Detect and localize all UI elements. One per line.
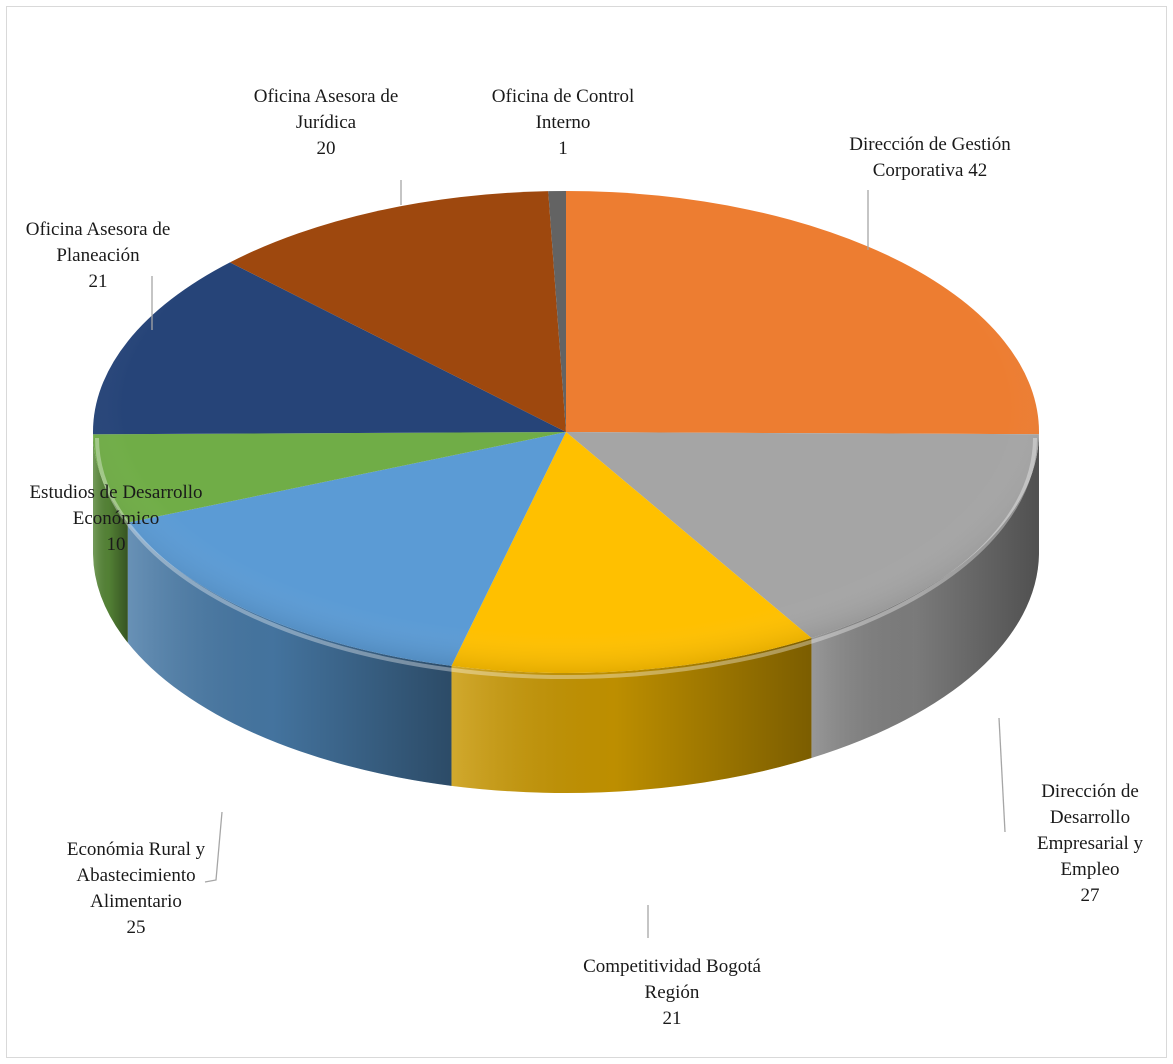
leader-line-rural	[204, 811, 223, 883]
data-label-rural: Económia Rural y Abastecimiento Alimentari…	[67, 839, 206, 938]
pie-side-shade-empresarial	[811, 434, 1039, 759]
data-label-line: Corporativa 42	[873, 160, 988, 181]
data-label-line: Empresarial y	[1037, 833, 1144, 854]
pie-side-shade-competitividad	[451, 638, 812, 793]
pie-gloss	[93, 191, 1039, 673]
data-label-line: Competitividad Bogotá	[583, 956, 761, 977]
data-label-line: Estudios de Desarrollo	[29, 482, 202, 503]
data-label-juridica: Oficina Asesora de Jurídica 20	[254, 86, 399, 159]
data-label-line: 10	[107, 534, 126, 555]
data-label-line: Oficina Asesora de	[254, 86, 399, 107]
data-label-line: Oficina Asesora de	[26, 219, 171, 240]
pie-side-shade-rural	[127, 522, 452, 786]
data-label-line: Empleo	[1060, 859, 1119, 880]
data-label-line: Planeación	[56, 245, 140, 266]
data-label-competitividad: Competitividad Bogotá Región 21	[583, 956, 761, 1029]
data-label-line: Económia Rural y	[67, 839, 206, 860]
data-label-control: Oficina de Control Interno 1	[492, 86, 634, 159]
data-label-line: Económico	[73, 508, 160, 529]
data-label-planeacion: Oficina Asesora de Planeación 21	[26, 219, 171, 292]
data-label-line: Región	[645, 982, 700, 1003]
pie-rim-highlight	[95, 437, 1037, 679]
data-label-line: 1	[558, 138, 568, 159]
data-label-empresarial: Dirección de Desarrollo Empresarial y Emple…	[1037, 781, 1144, 906]
data-label-line: Interno	[536, 112, 591, 133]
data-label-line: Desarrollo	[1050, 807, 1130, 828]
data-label-line: Abastecimiento	[76, 865, 195, 886]
data-label-gestion: Dirección de Gestión Corporativa 42	[849, 134, 1011, 181]
data-label-line: Dirección de Gestión	[849, 134, 1011, 155]
data-label-line: Dirección de	[1041, 781, 1139, 802]
data-label-line: 21	[89, 271, 108, 292]
data-label-estudios: Estudios de Desarrollo Económico 10	[29, 482, 202, 555]
data-label-line: Oficina de Control	[492, 86, 634, 107]
data-label-line: 27	[1081, 885, 1100, 906]
pie-side-shade-estudios	[93, 434, 128, 643]
data-label-line: 25	[127, 917, 146, 938]
data-label-line: Jurídica	[296, 112, 357, 133]
data-label-line: Alimentario	[90, 891, 182, 912]
data-label-line: 21	[663, 1008, 682, 1029]
data-label-line: 20	[317, 138, 336, 159]
leader-line-empresarial	[998, 717, 1006, 833]
